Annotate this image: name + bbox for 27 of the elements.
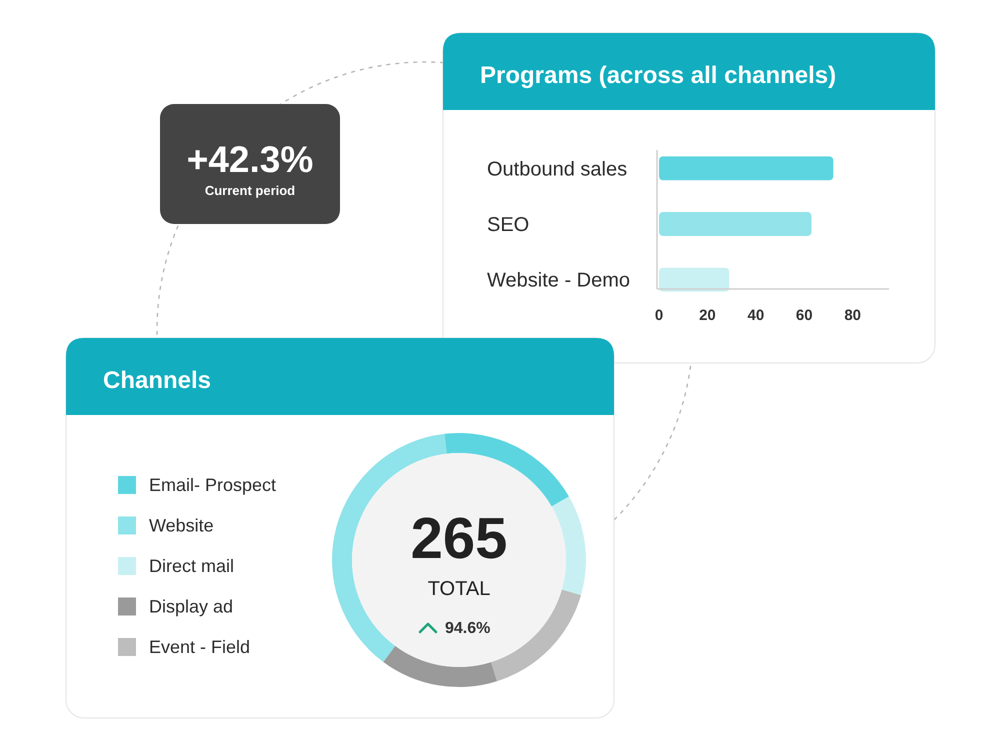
chart-title: Programs (across all channels) bbox=[480, 62, 836, 89]
legend-label: Direct mail bbox=[149, 556, 234, 576]
text: 265 bbox=[410, 506, 508, 571]
text: TOTAL bbox=[428, 578, 490, 600]
legend-label: Event - Field bbox=[149, 637, 250, 657]
legend-label: Website bbox=[149, 516, 214, 536]
bar bbox=[659, 268, 730, 292]
donut-slice bbox=[444, 433, 569, 506]
text: Current period bbox=[204, 183, 296, 198]
legend-label: Display ad bbox=[149, 596, 234, 616]
y-tick-label: SEO bbox=[487, 214, 530, 236]
chart-title: Channels bbox=[103, 367, 212, 394]
donut-slice bbox=[552, 496, 586, 596]
donut-slice bbox=[490, 590, 582, 682]
text: +42.3% bbox=[186, 139, 314, 180]
text: 94.6% bbox=[445, 620, 490, 637]
x-tick-label: 60 bbox=[796, 307, 813, 324]
x-tick-label: 40 bbox=[748, 307, 764, 324]
legend-label: Email- Prospect bbox=[149, 475, 276, 495]
y-tick-label: Website - Demo bbox=[487, 270, 630, 292]
bar bbox=[659, 212, 812, 236]
x-tick-label: 80 bbox=[844, 307, 862, 324]
y-tick-label: Outbound sales bbox=[487, 158, 628, 180]
x-tick-label: 0 bbox=[654, 307, 664, 324]
bar bbox=[659, 156, 834, 180]
x-tick-label: 20 bbox=[699, 307, 716, 324]
donut-slice bbox=[383, 646, 497, 687]
